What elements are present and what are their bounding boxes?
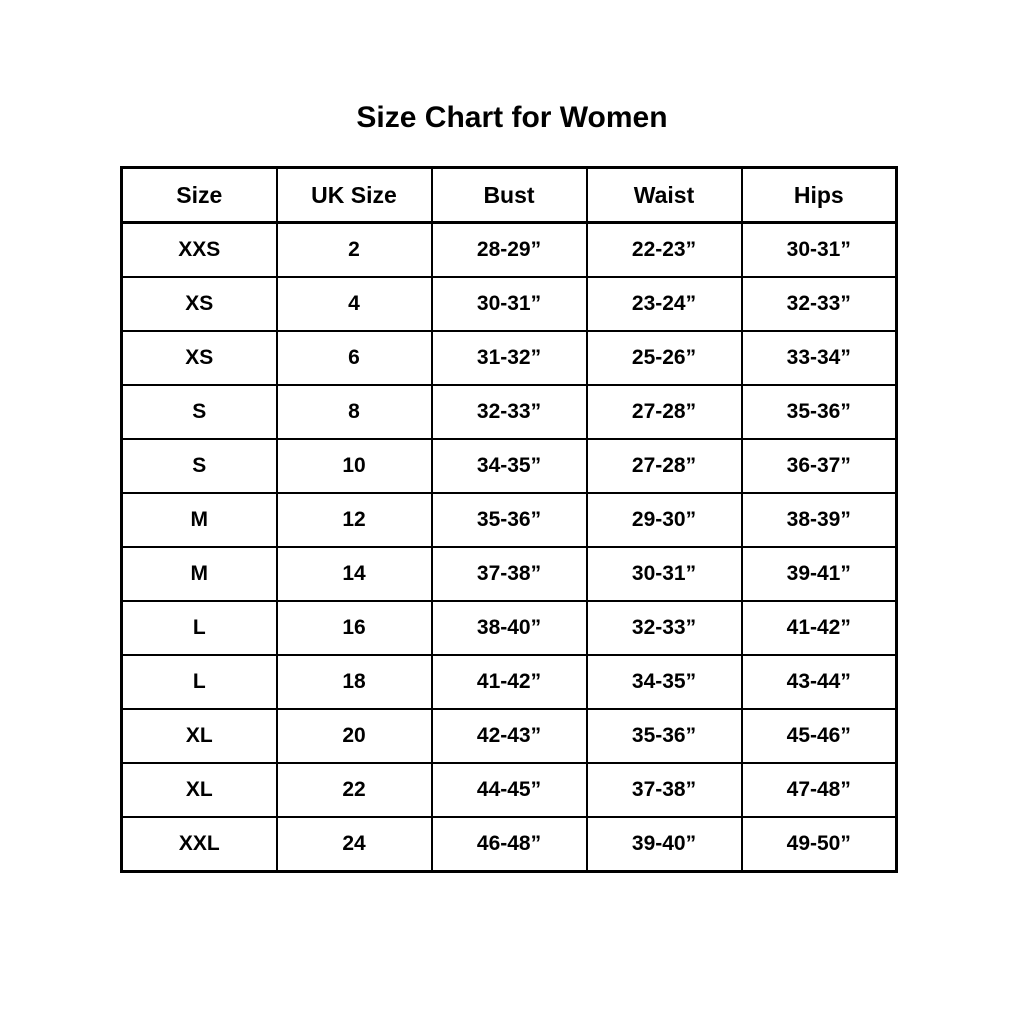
column-header: Bust: [430, 166, 588, 224]
table-cell: 22-23”: [585, 221, 743, 278]
table-cell: 45-46”: [740, 708, 898, 764]
table-cell: 33-34”: [740, 330, 898, 386]
table-cell: S: [120, 438, 278, 494]
table-cell: 32-33”: [585, 600, 743, 656]
table-cell: 8: [275, 384, 433, 440]
table-body: XXS 2 28-29” 22-23” 30-31” XS 4 30-31” 23-24” 32-…: [120, 221, 898, 873]
table-row: XL 20 42-43” 35-36” 45-46”: [120, 708, 898, 764]
table-row: M 12 35-36” 29-30” 38-39”: [120, 492, 898, 548]
table-head: Size UK Size Bust Waist Hips: [120, 166, 898, 224]
table-cell: 16: [275, 600, 433, 656]
table-cell: 47-48”: [740, 762, 898, 818]
table-cell: M: [120, 546, 278, 602]
table-cell: 30-31”: [740, 221, 898, 278]
page-title: Size Chart for Women: [356, 101, 668, 134]
column-header: UK Size: [275, 166, 433, 224]
table-row: S 10 34-35” 27-28” 36-37”: [120, 438, 898, 494]
table-cell: M: [120, 492, 278, 548]
table-cell: 38-40”: [430, 600, 588, 656]
table-cell: 20: [275, 708, 433, 764]
table-cell: 27-28”: [585, 384, 743, 440]
column-header: Hips: [740, 166, 898, 224]
table-row: XS 6 31-32” 25-26” 33-34”: [120, 330, 898, 386]
table-row: L 18 41-42” 34-35” 43-44”: [120, 654, 898, 710]
table-cell: 35-36”: [740, 384, 898, 440]
table-cell: 14: [275, 546, 433, 602]
table-cell: 37-38”: [430, 546, 588, 602]
table-cell: 25-26”: [585, 330, 743, 386]
table-cell: 6: [275, 330, 433, 386]
table-cell: 2: [275, 221, 433, 278]
table-cell: 12: [275, 492, 433, 548]
column-header: Waist: [585, 166, 743, 224]
table-cell: 44-45”: [430, 762, 588, 818]
table-cell: 35-36”: [585, 708, 743, 764]
table-cell: 36-37”: [740, 438, 898, 494]
table-cell: 23-24”: [585, 276, 743, 332]
table-row: XS 4 30-31” 23-24” 32-33”: [120, 276, 898, 332]
table-cell: 37-38”: [585, 762, 743, 818]
table-cell: 10: [275, 438, 433, 494]
table-cell: 28-29”: [430, 221, 588, 278]
table-cell: S: [120, 384, 278, 440]
table-row: XXS 2 28-29” 22-23” 30-31”: [120, 221, 898, 278]
table-cell: L: [120, 654, 278, 710]
table-cell: 32-33”: [740, 276, 898, 332]
table-cell: 39-41”: [740, 546, 898, 602]
table-header-row: Size UK Size Bust Waist Hips: [120, 166, 898, 224]
table-cell: 30-31”: [430, 276, 588, 332]
table-cell: 24: [275, 816, 433, 873]
table-row: M 14 37-38” 30-31” 39-41”: [120, 546, 898, 602]
size-chart-table: Size UK Size Bust Waist Hips XXS 2 28-29” 22-23…: [120, 166, 898, 873]
table-row: XL 22 44-45” 37-38” 47-48”: [120, 762, 898, 818]
table-cell: XXS: [120, 221, 278, 278]
table-cell: 29-30”: [585, 492, 743, 548]
table-cell: 49-50”: [740, 816, 898, 873]
table-cell: 38-39”: [740, 492, 898, 548]
table-cell: XL: [120, 762, 278, 818]
table-row: S 8 32-33” 27-28” 35-36”: [120, 384, 898, 440]
table-cell: 22: [275, 762, 433, 818]
table-row: L 16 38-40” 32-33” 41-42”: [120, 600, 898, 656]
table-row: XXL 24 46-48” 39-40” 49-50”: [120, 816, 898, 873]
table-cell: 32-33”: [430, 384, 588, 440]
table-cell: 34-35”: [585, 654, 743, 710]
table-cell: L: [120, 600, 278, 656]
table-cell: 42-43”: [430, 708, 588, 764]
table-cell: 46-48”: [430, 816, 588, 873]
table-cell: 4: [275, 276, 433, 332]
table-cell: 34-35”: [430, 438, 588, 494]
table-cell: XS: [120, 276, 278, 332]
table-cell: 41-42”: [740, 600, 898, 656]
column-header: Size: [120, 166, 278, 224]
table-cell: 31-32”: [430, 330, 588, 386]
table-cell: 18: [275, 654, 433, 710]
table-cell: XL: [120, 708, 278, 764]
table-cell: XS: [120, 330, 278, 386]
table-cell: 27-28”: [585, 438, 743, 494]
table-cell: 30-31”: [585, 546, 743, 602]
table-cell: 39-40”: [585, 816, 743, 873]
table-cell: 43-44”: [740, 654, 898, 710]
table-cell: 41-42”: [430, 654, 588, 710]
table-cell: 35-36”: [430, 492, 588, 548]
table-cell: XXL: [120, 816, 278, 873]
